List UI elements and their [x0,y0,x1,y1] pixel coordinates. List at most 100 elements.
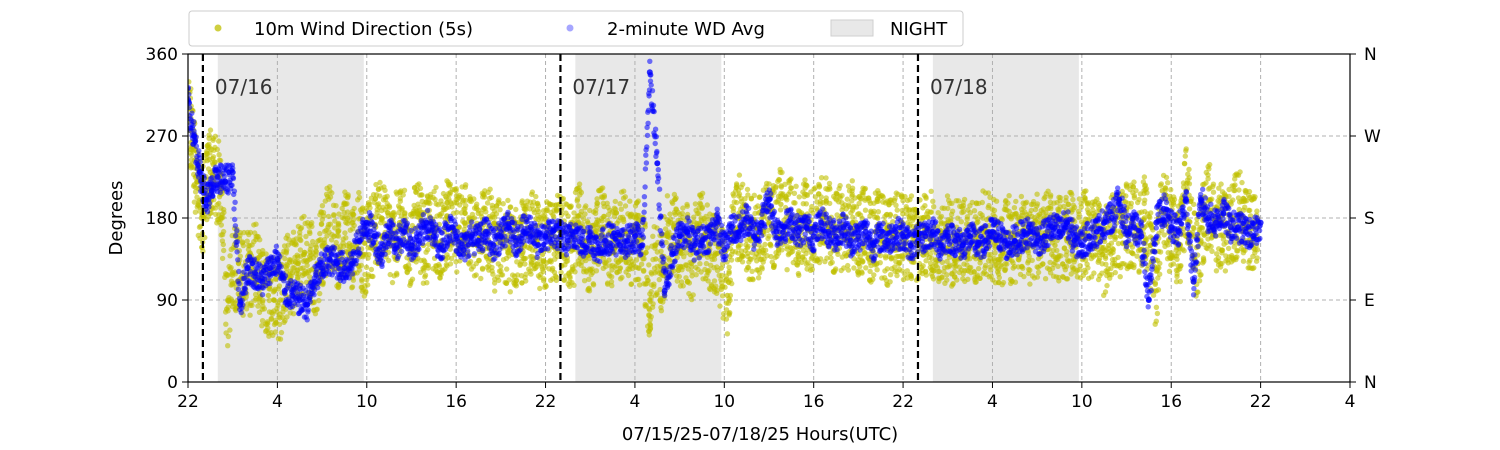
wind-direction-point [635,265,641,271]
wind-direction-point [491,280,498,286]
wind-direction-point [1240,258,1247,264]
wind-direction-point [702,276,709,282]
wind-direction-point [629,265,636,272]
wind-direction-point [454,269,460,275]
wind-direction-point [1026,266,1032,273]
wind-direction-point [1036,218,1042,224]
wind-direction-point [578,262,584,268]
wind-direction-point [892,195,898,201]
wind-direction-point [636,276,642,282]
wind-direction-point [340,240,346,246]
wind-direction-point [1165,180,1171,186]
wd-avg-point [196,148,202,154]
wind-direction-point [427,200,433,207]
wind-direction-point [1112,269,1119,276]
wind-direction-point [886,199,892,205]
wind-direction-point [857,263,863,270]
wind-direction-point [892,264,898,270]
wind-direction-point [1152,280,1159,286]
wind-direction-point [1182,153,1189,159]
wind-direction-point [255,234,261,240]
wind-direction-point [868,262,874,269]
wind-direction-point [529,247,536,253]
wind-direction-point [1179,246,1186,252]
wind-direction-point [975,265,982,272]
wind-direction-point [799,254,806,260]
wind-direction-point [623,259,629,266]
wind-direction-point [965,276,971,282]
wind-direction-point [724,292,730,299]
wind-direction-point [356,194,363,201]
wind-direction-point [421,257,427,263]
wind-direction-point [1148,221,1154,227]
wind-direction-point [1142,182,1149,188]
wind-direction-point [969,199,975,206]
wind-direction-point [839,192,845,199]
wind-direction-point [1153,304,1160,310]
wind-direction-point [272,329,279,335]
wind-direction-point [349,284,356,290]
wind-direction-point [500,201,506,207]
wind-direction-point [315,238,321,244]
wind-direction-point [936,278,942,285]
wind-direction-point [835,251,841,257]
wind-direction-point [745,250,751,256]
wind-direction-point [651,281,657,287]
wind-direction-point [690,292,696,298]
wind-direction-point [746,259,752,265]
wind-direction-point [628,281,635,287]
wind-direction-point [693,272,699,278]
wind-direction-point [480,191,487,198]
wind-direction-point [856,210,862,217]
wind-direction-point [600,185,606,191]
wind-direction-point [992,250,998,256]
wind-direction-point [478,275,484,282]
wind-direction-point [723,316,730,322]
wind-direction-point [479,266,486,272]
wind-direction-point [633,257,640,263]
wind-direction-point [1070,196,1076,203]
wind-direction-point [498,272,504,278]
wind-direction-point [462,210,468,217]
wind-direction-point [845,183,852,189]
wind-direction-point [645,277,651,284]
wind-direction-point [1161,232,1167,238]
wind-direction-point [689,296,695,303]
wind-direction-point [1213,268,1220,274]
wind-direction-point [1013,210,1019,217]
wind-direction-point [1131,193,1138,199]
wd-avg-point [193,143,200,149]
wind-direction-point [887,279,893,285]
wind-direction-point [894,272,900,279]
wind-direction-point [307,246,313,253]
wind-direction-point [219,255,226,262]
wind-direction-point [937,214,943,221]
wind-direction-point [939,205,945,211]
wind-direction-point [949,208,956,214]
wind-direction-point [1008,216,1014,222]
wind-direction-point [1178,198,1184,204]
wind-direction-point [1076,211,1082,217]
wind-direction-point [582,211,588,217]
wind-direction-point [1112,234,1118,240]
wind-direction-point [577,192,583,198]
wind-direction-point [1142,197,1148,203]
wind-direction-point [941,264,948,271]
wind-direction-point [994,269,1001,275]
wind-direction-point [290,229,297,235]
wind-direction-point [1168,201,1175,208]
wind-direction-point [648,314,654,320]
wind-direction-point [1208,235,1215,241]
wind-direction-point [284,247,290,253]
wind-direction-point [665,233,671,239]
wind-direction-point [849,207,856,213]
wind-direction-point [218,222,224,228]
wind-direction-point [964,216,970,222]
wind-direction-point [678,279,685,285]
wind-direction-point [1210,183,1216,190]
wind-direction-point [935,210,941,216]
wind-direction-point [840,204,846,210]
wind-direction-point [683,250,689,256]
wind-direction-point [307,256,313,262]
wind-direction-point [646,332,652,338]
